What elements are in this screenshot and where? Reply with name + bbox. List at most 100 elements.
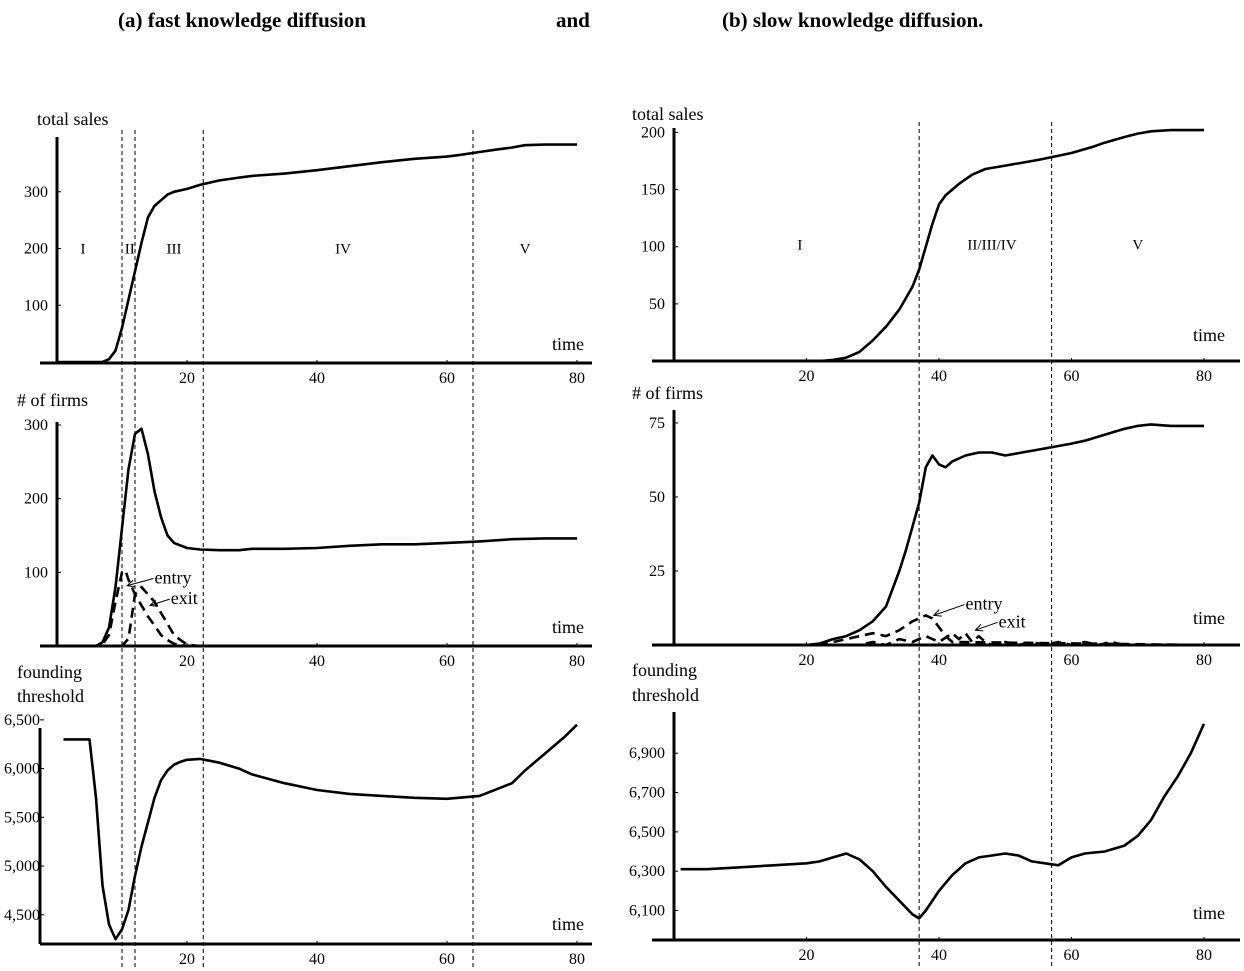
phase-label: II/III/IV	[967, 237, 1016, 253]
series-line-dashed	[57, 585, 577, 648]
y-tick-label: 5,500	[4, 809, 40, 826]
x-tick-label: 60	[439, 653, 455, 670]
x-axis-label: time	[552, 334, 584, 354]
annotation-label: entry	[155, 567, 192, 587]
y-tick-label: 300	[24, 184, 48, 201]
y-axis-label: total sales	[632, 104, 703, 124]
y-tick-label: 6,300	[629, 863, 665, 880]
x-tick-label: 20	[799, 368, 815, 385]
x-tick-label: 80	[569, 653, 585, 670]
y-axis-label: # of firms	[17, 390, 88, 410]
phase-label: IV	[335, 242, 351, 258]
annotation-arrow	[149, 598, 170, 606]
annotation-arrowhead	[932, 609, 942, 617]
phase-label: V	[520, 242, 531, 258]
y-tick-label: 6,900	[629, 745, 665, 762]
annotation-arrow	[933, 604, 965, 616]
x-tick-label: 20	[179, 370, 195, 387]
chart-a-threshold: 20 40 60 80 4,500 5,000 5,500 6,000 6,500 foundin…	[4, 662, 592, 968]
x-tick-label: 80	[1196, 368, 1212, 385]
y-tick-label: 6,500	[4, 712, 40, 729]
y-tick-label: 300	[24, 417, 48, 434]
y-tick-label: 5,000	[4, 858, 40, 875]
series-line-solid	[57, 143, 577, 364]
y-tick-label: 200	[641, 124, 665, 141]
x-axis-label: time	[552, 914, 584, 934]
x-tick-label: 40	[931, 947, 947, 964]
x-tick-label: 40	[309, 370, 325, 387]
y-tick-label: 50	[649, 489, 665, 506]
x-tick-label: 40	[309, 653, 325, 670]
y-axis-label: founding	[17, 662, 82, 682]
series-line-solid	[57, 427, 577, 648]
figure-title-b: (b) slow knowledge diffusion.	[722, 8, 984, 32]
x-tick-label: 80	[1196, 947, 1212, 964]
x-tick-label: 60	[1064, 368, 1080, 385]
y-axis-label: founding	[632, 660, 697, 680]
annotation-label: entry	[966, 594, 1003, 614]
x-tick-label: 20	[799, 947, 815, 964]
x-tick-label: 60	[1064, 652, 1080, 669]
x-tick-label: 60	[439, 370, 455, 387]
x-tick-label: 40	[309, 951, 325, 968]
x-axis-label: time	[1193, 608, 1225, 628]
y-tick-label: 75	[649, 415, 665, 432]
y-tick-label: 200	[24, 241, 48, 258]
y-tick-label: 100	[641, 239, 665, 256]
annotation-label: exit	[171, 588, 198, 608]
series-line-dashed	[674, 631, 1204, 647]
x-tick-label: 20	[799, 652, 815, 669]
annotation-arrow	[127, 578, 154, 587]
series-line-solid	[680, 723, 1206, 920]
phase-label: I	[797, 237, 802, 253]
y-tick-label: 100	[24, 564, 48, 581]
x-tick-label: 40	[931, 368, 947, 385]
phase-label: V	[1132, 237, 1143, 253]
annotation-label: exit	[999, 611, 1026, 631]
series-line-dashed	[674, 614, 1205, 647]
x-tick-label: 20	[179, 653, 195, 670]
phase-label: II	[125, 242, 135, 258]
phase-label: III	[167, 242, 182, 258]
y-axis-label: # of firms	[632, 383, 703, 403]
series-line-solid	[674, 423, 1204, 647]
y-tick-label: 6,000	[4, 761, 40, 778]
figure-title-a: (a) fast knowledge diffusion	[118, 8, 366, 32]
annotation-arrowhead	[974, 624, 984, 632]
phase-label: I	[81, 242, 86, 258]
y-tick-label: 6,100	[629, 903, 665, 920]
x-tick-label: 80	[569, 951, 585, 968]
chart-b-threshold: 20 40 60 80 6,100 6,300 6,500 6,700 6,900 foundin…	[629, 660, 1240, 964]
y-tick-label: 100	[24, 297, 48, 314]
x-tick-label: 40	[931, 652, 947, 669]
y-axis-label: total sales	[37, 109, 108, 129]
annotation-arrowhead	[148, 599, 158, 607]
x-tick-label: 80	[569, 370, 585, 387]
x-tick-label: 60	[439, 951, 455, 968]
y-tick-label: 6,700	[629, 785, 665, 802]
x-axis-label: time	[552, 617, 584, 637]
x-axis-label: time	[1193, 903, 1225, 923]
annotation-arrowhead	[126, 579, 136, 588]
x-axis-label: time	[1193, 325, 1225, 345]
y-tick-label: 25	[649, 563, 665, 580]
y-tick-label: 150	[641, 182, 665, 199]
x-tick-label: 20	[179, 951, 195, 968]
x-tick-label: 60	[1064, 947, 1080, 964]
y-axis-label: threshold	[632, 685, 699, 705]
y-tick-label: 6,500	[629, 824, 665, 841]
x-tick-label: 80	[1196, 652, 1212, 669]
y-tick-label: 50	[649, 296, 665, 313]
figure-title-connector: and	[556, 8, 590, 32]
y-tick-label: 4,500	[4, 907, 40, 924]
y-tick-label: 200	[24, 491, 48, 508]
annotation-arrow	[975, 621, 998, 631]
series-line-solid	[63, 723, 578, 941]
y-axis-label: threshold	[17, 686, 84, 706]
series-line-solid	[674, 128, 1204, 363]
